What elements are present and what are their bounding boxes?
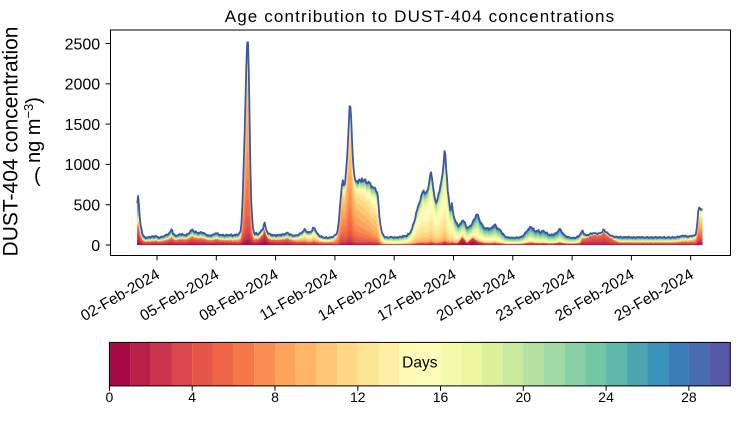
svg-text:28: 28 xyxy=(681,389,697,405)
svg-text:1000: 1000 xyxy=(65,157,101,174)
svg-text:1500: 1500 xyxy=(65,117,101,134)
svg-text:16: 16 xyxy=(433,389,449,405)
svg-text:8: 8 xyxy=(271,389,279,405)
svg-text:500: 500 xyxy=(73,198,100,215)
svg-text:0: 0 xyxy=(106,389,114,405)
svg-text:Age contribution to DUST-404 c: Age contribution to DUST-404 concentrati… xyxy=(225,7,616,26)
svg-text:24: 24 xyxy=(598,389,614,405)
svg-text:Days: Days xyxy=(402,355,438,372)
svg-text:2000: 2000 xyxy=(65,77,101,94)
svg-text:(: ( xyxy=(34,165,41,187)
svg-text:0: 0 xyxy=(91,238,100,255)
svg-text:12: 12 xyxy=(350,389,366,405)
svg-text:2500: 2500 xyxy=(65,36,101,53)
svg-text:4: 4 xyxy=(188,389,196,405)
svg-text:DUST-404 concentration: DUST-404 concentration xyxy=(0,27,22,257)
svg-text:20: 20 xyxy=(516,389,532,405)
